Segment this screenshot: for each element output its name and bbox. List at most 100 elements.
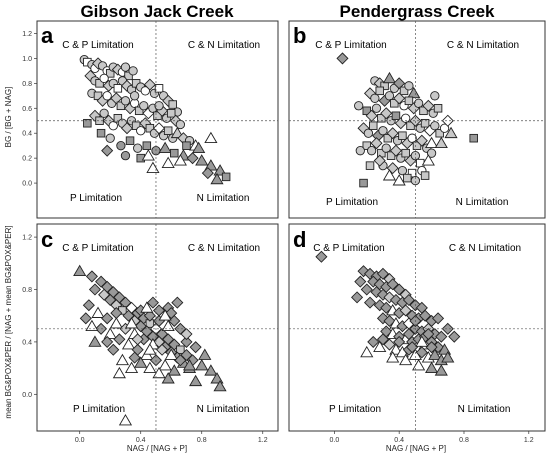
quadrant-label-bottom-left: P Limitation <box>70 193 122 204</box>
data-point-triangle <box>158 141 172 154</box>
data-point-diamond <box>186 152 199 165</box>
data-point-square <box>391 111 401 121</box>
data-point-diamond <box>101 312 114 325</box>
data-point-circle <box>404 81 414 91</box>
panel-frame <box>36 223 279 432</box>
data-point-diamond <box>120 122 134 135</box>
data-point-circle <box>102 91 112 101</box>
data-point-diamond <box>88 109 101 122</box>
data-point-diamond <box>415 346 428 359</box>
y-axis-ticks: 0.0 0.2 0.4 0.6 0.8 1.0 1.2 <box>22 31 37 188</box>
data-point-square <box>399 86 409 96</box>
data-point-diamond <box>113 333 126 346</box>
data-point-diamond <box>383 338 396 351</box>
data-point-triangle <box>213 379 227 392</box>
data-point-square <box>406 121 415 130</box>
data-point-diamond <box>354 275 367 288</box>
data-point-triangle <box>434 136 448 149</box>
data-point-triangle <box>158 309 172 321</box>
data-point-diamond <box>365 109 378 122</box>
data-point-square <box>398 131 407 140</box>
y-axis-label-top: BG / [BG + NAG] <box>4 87 13 148</box>
data-point-circle <box>108 121 118 131</box>
x-tick-label: 0.0 <box>75 437 85 444</box>
data-point-triangle <box>198 348 212 360</box>
data-point-triangle <box>73 264 87 277</box>
data-point-circle <box>430 121 440 131</box>
data-point-square <box>403 173 412 183</box>
data-point-square <box>407 168 417 178</box>
data-point-square <box>125 136 135 145</box>
data-point-triangle <box>182 358 197 371</box>
data-point-circle <box>120 96 131 106</box>
data-point-diamond <box>79 312 92 325</box>
data-point-circle <box>355 146 365 156</box>
data-point-square <box>401 148 410 158</box>
data-point-triangle <box>112 366 126 379</box>
data-point-diamond <box>174 354 187 367</box>
data-point-diamond <box>419 309 432 322</box>
data-point-triangle <box>167 364 181 376</box>
data-point-diamond <box>370 137 383 150</box>
data-point-square <box>95 79 104 88</box>
data-point-diamond <box>88 283 101 296</box>
x-tick-label: 0.8 <box>459 437 469 444</box>
data-point-circle <box>401 113 411 123</box>
data-point-diamond <box>435 330 448 343</box>
data-point-circle <box>426 148 437 158</box>
x-tick-label: 0.8 <box>197 437 207 444</box>
data-point-triangle <box>407 86 421 99</box>
data-point-diamond <box>156 343 169 356</box>
data-point-triangle <box>170 126 184 139</box>
data-point-circle <box>410 175 421 186</box>
marker-layer <box>79 55 231 185</box>
data-point-circle <box>439 123 450 133</box>
data-point-diamond <box>110 307 123 320</box>
data-point-triangle <box>161 319 175 332</box>
data-point-square <box>365 161 375 170</box>
data-point-diamond <box>180 328 193 341</box>
x-tick-label: 0.4 <box>136 437 146 444</box>
y-axis-label-bottom: mean BG&POX&PER / [NAG + mean BG&POX&PER… <box>4 225 13 418</box>
data-point-square <box>386 151 396 160</box>
data-point-square <box>419 106 428 116</box>
data-point-diamond <box>128 351 141 364</box>
data-point-circle <box>378 126 388 136</box>
data-point-circle <box>140 86 150 96</box>
panel-frame <box>36 20 279 219</box>
quadrant-label-top-left: C & P Limitation <box>62 40 134 51</box>
data-point-diamond <box>107 343 120 356</box>
panel-a: a C & P Limitation C & N Limitation P Li… <box>22 20 279 219</box>
panel-letter: b <box>293 23 306 48</box>
y-tick-label: 1.0 <box>22 56 32 63</box>
data-point-square <box>154 84 164 93</box>
quadrant-label-bottom-left: P Limitation <box>329 404 381 415</box>
data-point-diamond <box>171 296 184 309</box>
data-point-square <box>420 118 430 128</box>
data-point-circle <box>139 101 149 111</box>
data-point-square <box>221 172 231 182</box>
data-point-diamond <box>360 283 373 296</box>
data-point-square <box>362 141 372 150</box>
data-point-triangle <box>434 364 448 376</box>
data-point-diamond <box>146 296 159 309</box>
data-point-diamond <box>386 278 399 291</box>
data-point-square <box>415 158 425 168</box>
quadrant-label-top-right: C & N Limitation <box>188 243 260 254</box>
panel-letter: c <box>41 227 53 252</box>
data-point-triangle <box>146 161 160 173</box>
x-axis-label-left: NAG / [NAG + P] <box>127 444 187 453</box>
data-point-diamond <box>432 312 445 325</box>
data-point-diamond <box>448 330 461 343</box>
data-point-circle <box>370 93 380 103</box>
data-point-triangle <box>382 71 397 84</box>
data-point-diamond <box>143 78 156 91</box>
data-point-square <box>412 141 422 150</box>
data-point-circle <box>381 143 391 153</box>
data-point-diamond <box>315 250 328 263</box>
y-tick-label: 0.4 <box>22 131 32 138</box>
data-point-triangle <box>134 356 148 368</box>
data-point-circle <box>363 128 374 138</box>
data-point-triangle <box>164 348 178 360</box>
